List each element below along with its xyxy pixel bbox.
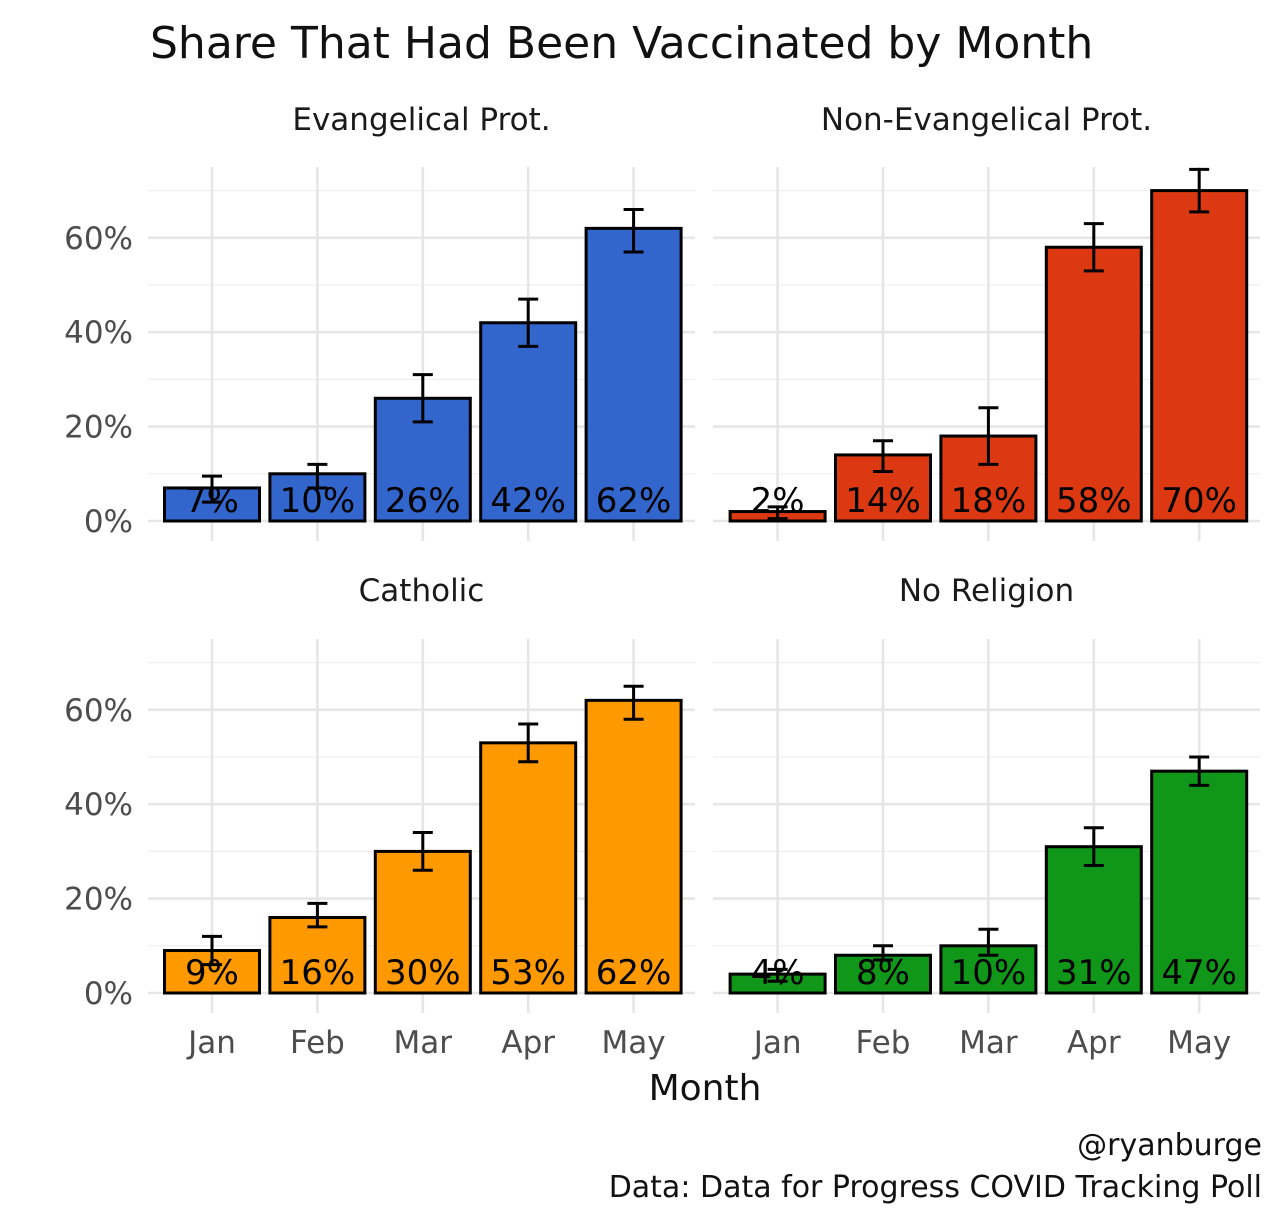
panel-title-catholic: Catholic (359, 573, 485, 609)
y-tick-label: 40% (64, 315, 133, 351)
data-label-evangelical-prot-feb: 10% (280, 481, 356, 521)
data-label-no-religion-jan: 4% (751, 953, 805, 993)
data-label-no-religion-mar: 10% (951, 953, 1027, 993)
bar-non-evangelical-prot-may (1150, 189, 1249, 523)
chart-title: Share That Had Been Vaccinated by Month (150, 18, 1093, 69)
bar-catholic-feb (268, 915, 367, 995)
y-tick-label: 60% (64, 693, 133, 729)
data-label-non-evangelical-prot-mar: 18% (951, 481, 1027, 521)
x-tick-label-jan: Jan (752, 1025, 802, 1061)
x-tick-label-may: May (1167, 1025, 1231, 1061)
data-label-evangelical-prot-apr: 42% (490, 481, 566, 521)
y-tick-label: 20% (64, 882, 133, 918)
x-tick-label-mar: Mar (394, 1025, 453, 1061)
data-label-non-evangelical-prot-feb: 14% (845, 481, 921, 521)
y-tick-label: 40% (64, 787, 133, 823)
panels-layer: Evangelical Prot. 0% 20% 40% 60% 7% 10% 26% 42% 6… (64, 102, 1260, 1061)
x-tick-label-mar: Mar (959, 1025, 1018, 1061)
data-label-evangelical-prot-mar: 26% (385, 481, 461, 521)
data-label-catholic-jan: 9% (185, 953, 239, 993)
caption-handle: @ryanburge (1077, 1128, 1262, 1163)
y-tick-label: 0% (84, 504, 133, 540)
data-label-evangelical-prot-may: 62% (596, 481, 672, 521)
y-tick-label: 0% (84, 976, 133, 1012)
x-tick-label-feb: Feb (290, 1025, 345, 1061)
bar-no-religion-feb (834, 953, 932, 995)
y-tick-label: 20% (64, 410, 133, 446)
bar-no-religion-apr (1044, 845, 1143, 995)
bar-no-religion-may (1150, 769, 1249, 995)
x-tick-label-jan: Jan (186, 1025, 236, 1061)
panel-title-evangelical-prot: Evangelical Prot. (292, 102, 550, 138)
x-tick-label-feb: Feb (856, 1025, 911, 1061)
panel-title-no-religion: No Religion (899, 573, 1074, 609)
data-label-non-evangelical-prot-apr: 58% (1056, 481, 1132, 521)
data-label-catholic-apr: 53% (490, 953, 566, 993)
panel-evangelical-prot: Evangelical Prot. 0% 20% 40% 60% 7% 10% 26% 42% 6… (64, 102, 695, 541)
bar-evangelical-prot-may (584, 226, 683, 523)
bar-non-evangelical-prot-apr (1044, 245, 1143, 523)
data-label-catholic-mar: 30% (385, 953, 461, 993)
bar-catholic-may (584, 698, 683, 995)
data-label-no-religion-may: 47% (1161, 953, 1237, 993)
panel-catholic: Catholic 0% 20% 40% 60% 9% 16% 30% 53% 62% Jan Feb M… (64, 573, 695, 1061)
panel-non-evangelical-prot: Non-Evangelical Prot. 2% 14% 18% 58% 70% (713, 102, 1260, 541)
bar-evangelical-prot-jan (163, 486, 261, 523)
x-axis-title: Month (649, 1068, 762, 1109)
data-label-no-religion-feb: 8% (856, 953, 910, 993)
data-label-non-evangelical-prot-jan: 2% (751, 481, 805, 521)
panel-title-non-evangelical-prot: Non-Evangelical Prot. (821, 102, 1152, 138)
data-label-non-evangelical-prot-may: 70% (1161, 481, 1237, 521)
x-tick-label-may: May (602, 1025, 666, 1061)
y-tick-label: 60% (64, 221, 133, 257)
data-label-evangelical-prot-jan: 7% (185, 481, 239, 521)
bar-catholic-mar (373, 849, 472, 995)
data-label-catholic-may: 62% (596, 953, 672, 993)
x-tick-label-apr: Apr (501, 1025, 555, 1061)
data-label-catholic-feb: 16% (280, 953, 356, 993)
caption-source: Data: Data for Progress COVID Tracking P… (609, 1170, 1262, 1205)
panel-no-religion: No Religion 4% 8% 10% 31% 47% Jan Feb Mar Apr May (713, 573, 1260, 1061)
data-label-no-religion-apr: 31% (1056, 953, 1132, 993)
x-tick-label-apr: Apr (1067, 1025, 1121, 1061)
